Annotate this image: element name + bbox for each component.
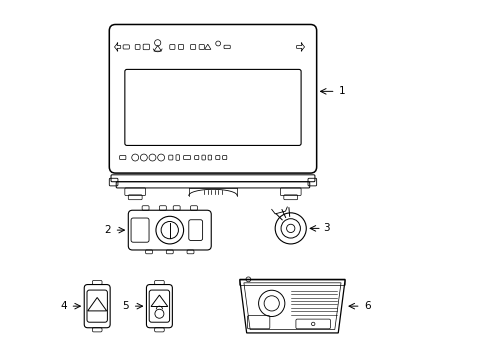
Text: 2: 2 bbox=[104, 225, 111, 235]
Text: 5: 5 bbox=[122, 301, 129, 311]
Text: 1: 1 bbox=[338, 86, 345, 96]
Text: 6: 6 bbox=[364, 301, 370, 311]
Text: 4: 4 bbox=[60, 301, 67, 311]
Text: 3: 3 bbox=[323, 224, 329, 233]
